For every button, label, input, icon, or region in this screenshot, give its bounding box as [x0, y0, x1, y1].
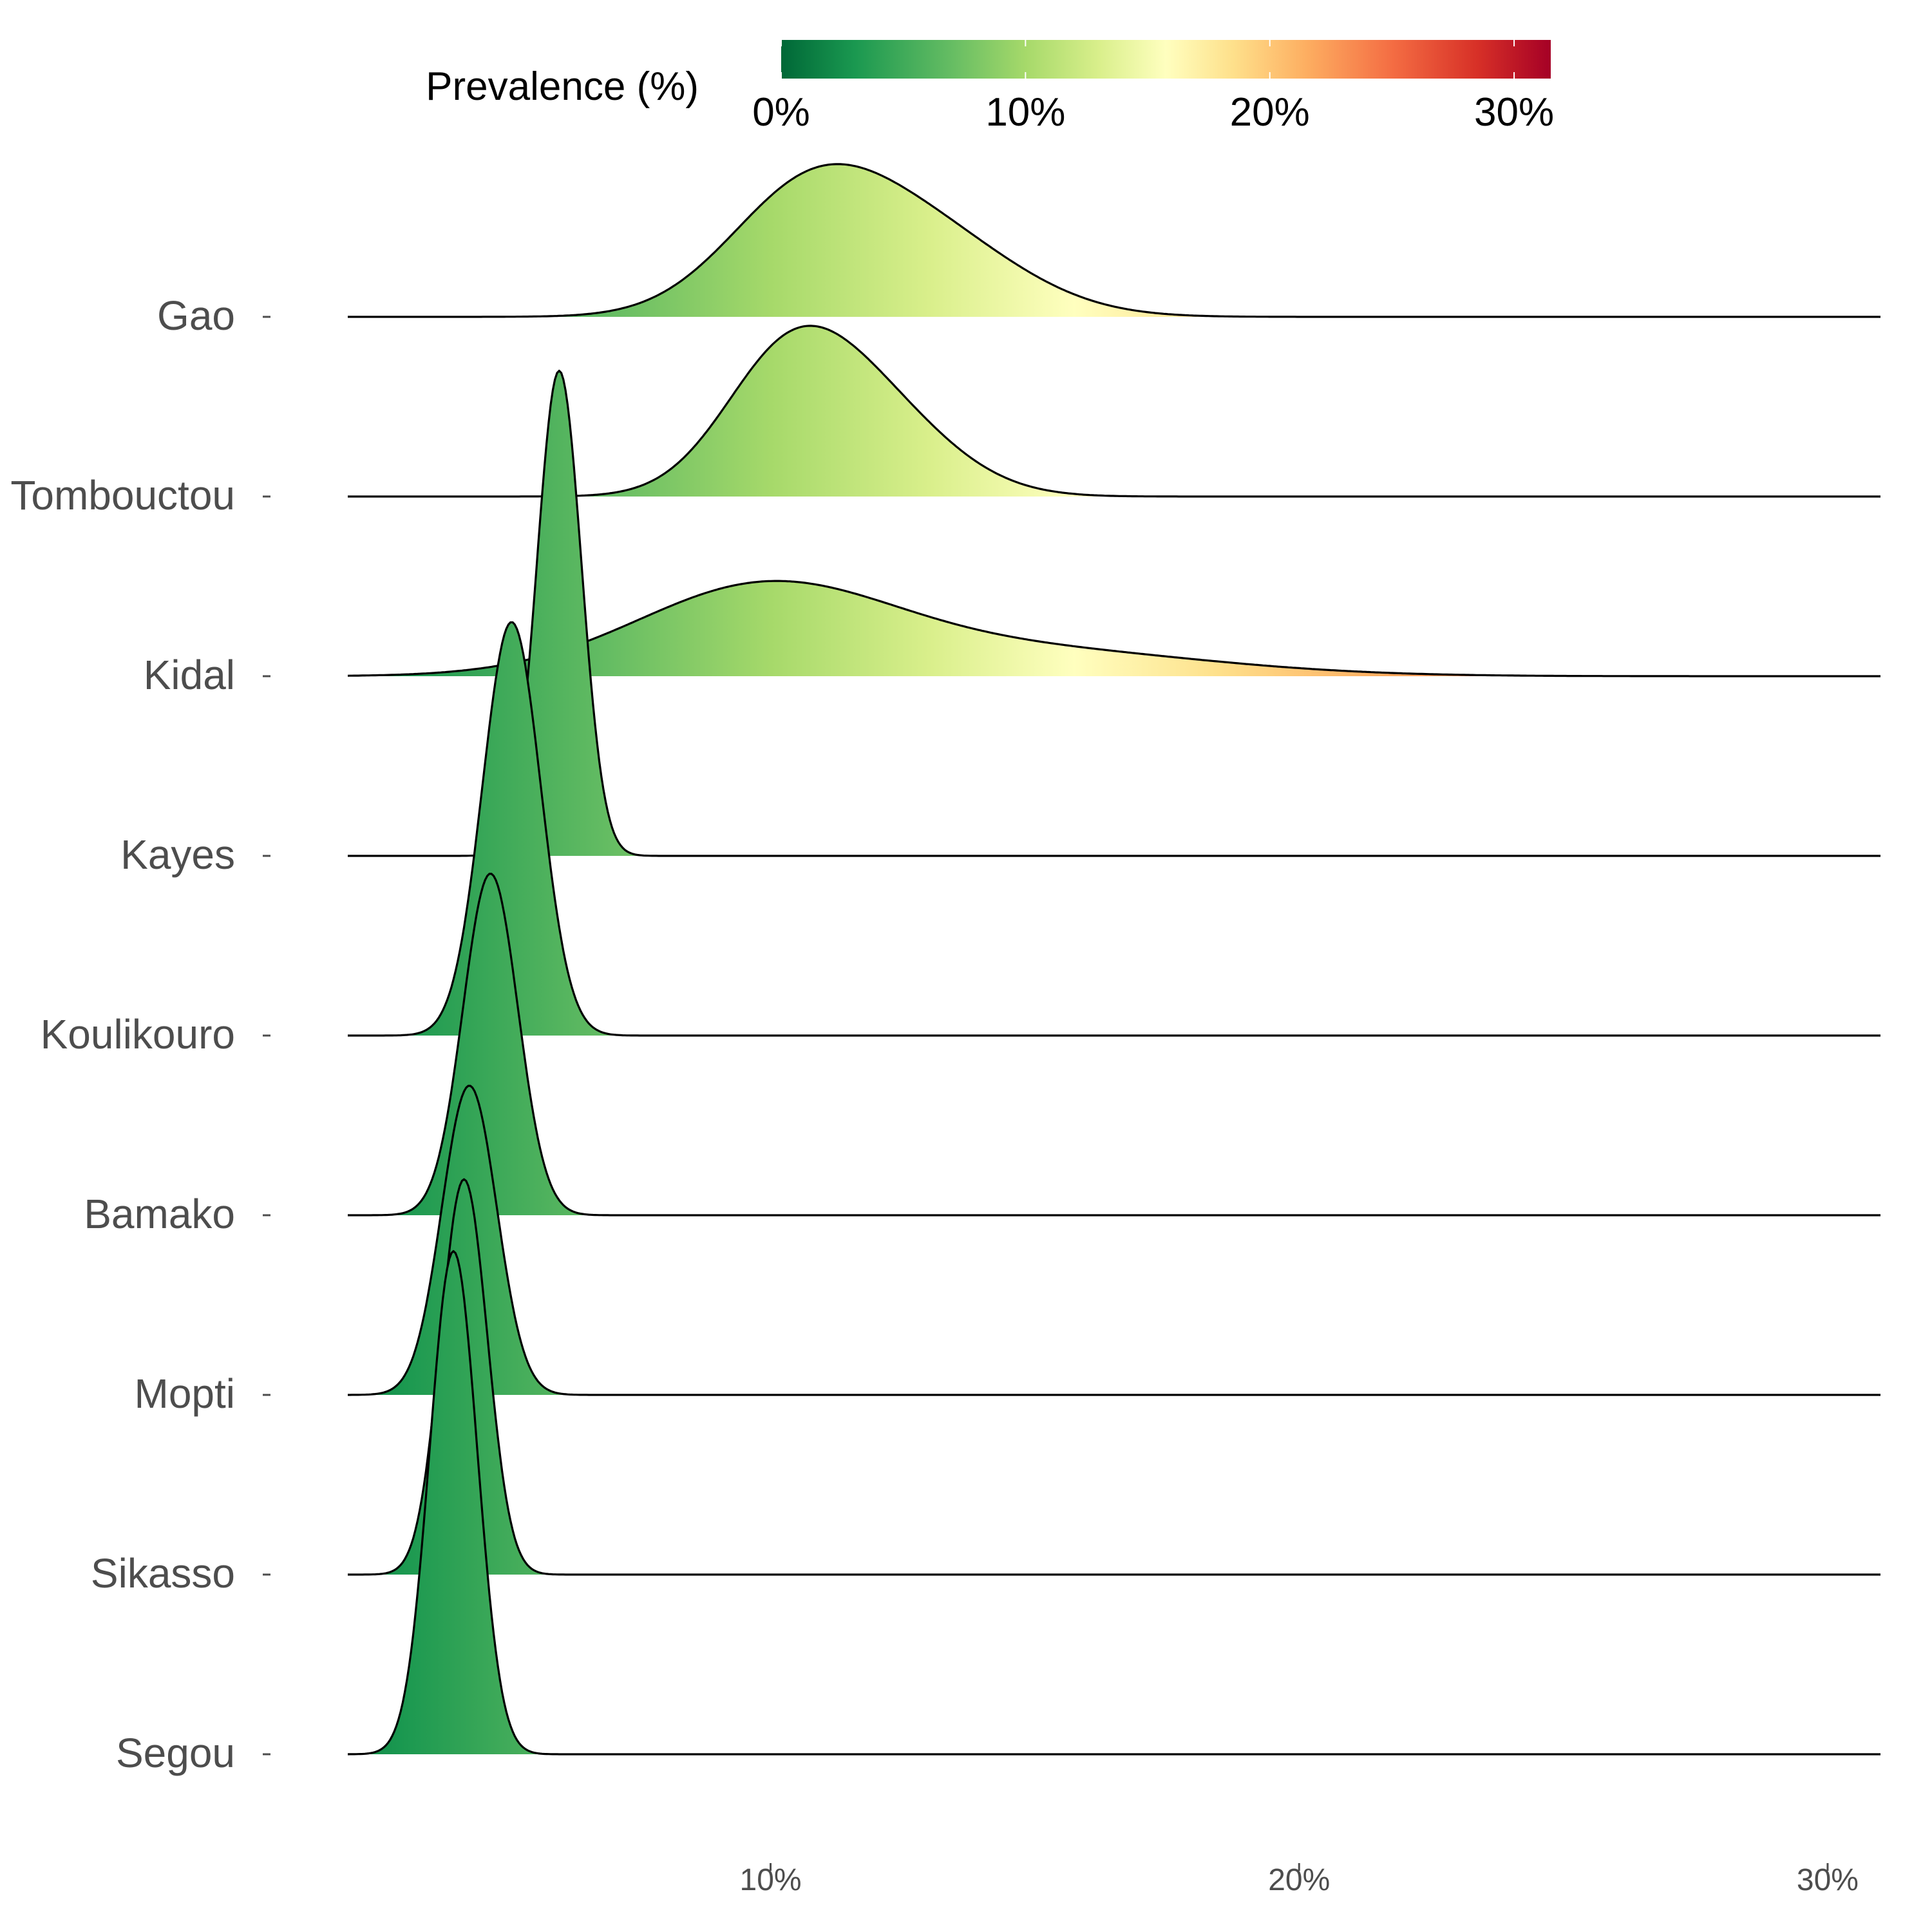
ridge-fill [348, 370, 1880, 856]
ridge-sikasso [348, 1178, 1880, 1576]
y-tick-label: Tombouctou [10, 472, 235, 518]
y-tick-label: Sikasso [91, 1550, 235, 1596]
ridge-fill [348, 581, 1880, 676]
color-legend: Prevalence (%) 0% 10% 20% 30% [426, 40, 1554, 135]
ridge-tombouctou [348, 325, 1880, 498]
ridge-outline [347, 1250, 1880, 1756]
legend-title: Prevalence (%) [426, 64, 699, 109]
ridge-fill [348, 164, 1880, 317]
ridge-kidal [347, 580, 1880, 677]
legend-colorbar [781, 40, 1551, 79]
ridge-outline [348, 163, 1880, 318]
ridge-fill [348, 325, 1880, 497]
legend-tick-label: 30% [1474, 90, 1554, 135]
ridge-outline [348, 1178, 1880, 1576]
x-tick-label: 30% [1797, 1863, 1859, 1897]
x-tick-label: 10% [740, 1863, 802, 1897]
x-axis: 10% 20% 30% [740, 1863, 1859, 1897]
ridge-outline [348, 1084, 1880, 1396]
y-tick-label: Mopti [135, 1370, 236, 1417]
legend-tick-label: 0% [752, 90, 810, 135]
x-tick-label: 20% [1268, 1863, 1330, 1897]
legend-tick-label: 10% [985, 90, 1065, 135]
ridge-outline [347, 580, 1880, 677]
legend-ticks: 0% 10% 20% 30% [752, 40, 1554, 135]
ridge-fill [348, 873, 1880, 1215]
ridge-bamako [348, 873, 1880, 1217]
ridge-segou [347, 1250, 1880, 1756]
ridge-outline [348, 873, 1880, 1217]
y-tick-label: Bamako [84, 1191, 235, 1237]
ridges [347, 163, 1880, 1756]
ridge-outline [348, 370, 1880, 857]
ridge-fill [348, 1179, 1880, 1575]
y-axis: Gao Tombouctou Kidal Kayes Koulikouro Bamako M… [10, 292, 270, 1776]
y-tick-label: Kayes [120, 831, 235, 878]
ridge-fill [348, 1251, 1880, 1754]
ridge-outline [348, 325, 1880, 498]
y-tick-label: Koulikouro [41, 1011, 235, 1057]
y-tick-label: Gao [157, 292, 235, 339]
legend-tick-label: 20% [1230, 90, 1310, 135]
ridge-fill [348, 1086, 1880, 1395]
ridge-gao [348, 163, 1880, 318]
ridge-kayes [348, 370, 1880, 857]
ridge-mopti [348, 1084, 1880, 1396]
y-tick-label: Kidal [144, 652, 235, 698]
ridge-outline [348, 621, 1880, 1037]
y-tick-label: Segou [116, 1730, 235, 1776]
